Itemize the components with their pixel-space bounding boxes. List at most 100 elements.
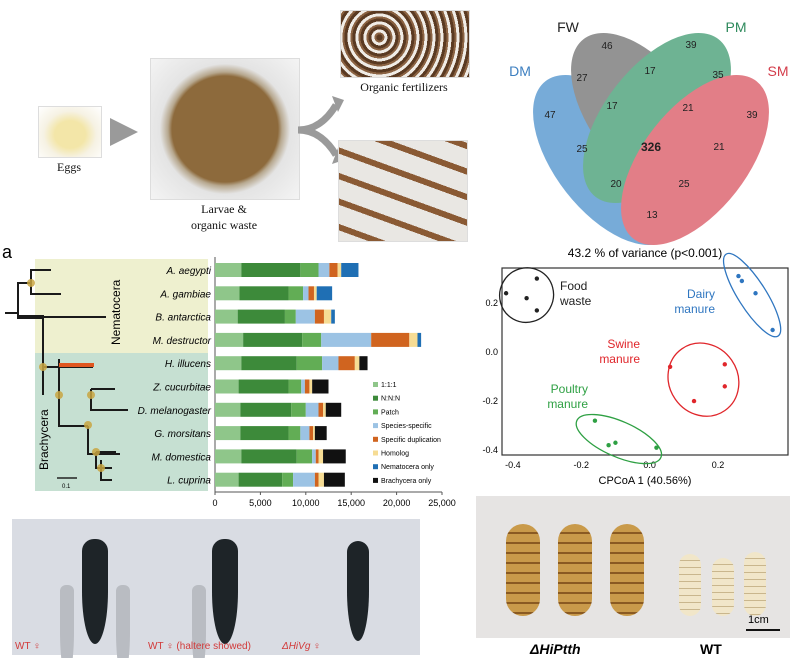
x-tick-label: 15,000 (337, 498, 365, 508)
bar-segment (300, 263, 319, 277)
data-point (770, 327, 775, 333)
group-label: manure (599, 352, 640, 366)
bar-segment (238, 472, 283, 487)
group-ellipse (667, 342, 740, 417)
venn-count: 326 (641, 140, 661, 154)
larvae-bowl-photo (150, 58, 300, 200)
bar-segment (240, 402, 292, 417)
bar-segment (215, 472, 239, 487)
bar-segment (371, 332, 410, 347)
bar-segment (309, 426, 314, 441)
data-point (592, 418, 598, 423)
bar-segment (215, 263, 242, 277)
bar-segment (315, 449, 319, 464)
larvae-photo: 1cm (476, 496, 790, 638)
bar-segment (288, 286, 304, 301)
panel-label: a (2, 242, 13, 262)
bar-segment (288, 426, 301, 441)
gene-family-chart: Nematocera Brachycera 0.1 0 5,000 10,000 15… (5, 257, 456, 508)
bar-segment (305, 402, 319, 417)
scale-bar (746, 629, 780, 631)
venn-count: 25 (576, 144, 588, 155)
bar-segment (243, 332, 303, 347)
bar-segment (215, 402, 241, 417)
y-tick-label: 0.2 (485, 298, 498, 308)
bar-segment (312, 379, 329, 394)
data-point (667, 364, 673, 369)
bar-segment (323, 449, 346, 464)
bar-segment (322, 356, 339, 371)
x-tick-label: -0.2 (574, 460, 590, 470)
bar-segment (282, 472, 294, 487)
bar-segment (316, 286, 333, 301)
bar-segment (318, 449, 324, 464)
bar-segment (314, 472, 319, 487)
group-label: Swine (607, 337, 640, 351)
venn-count: 21 (713, 142, 725, 153)
group-label: Food (560, 279, 587, 293)
nematocera-shade (35, 259, 208, 353)
bar-segment (313, 286, 317, 301)
legend-label: Brachycera only (381, 478, 432, 485)
bar-segment (304, 379, 310, 394)
bar-segment (314, 426, 327, 441)
legend-label: 1:1:1 (381, 382, 397, 389)
x-tick-label: 0.2 (712, 460, 725, 470)
legend-label: Nematocera only (381, 464, 434, 471)
bar-segment (237, 309, 285, 324)
venn-label-fw: FW (557, 19, 580, 35)
mutant-larvae-label: ΔHiPtth (530, 641, 581, 657)
venn-label-sm: SM (768, 63, 789, 79)
scale-bar-label: 0.1 (62, 484, 71, 490)
bar-segment (215, 309, 238, 324)
bar-segment (321, 332, 372, 347)
y-tick-label: 0.0 (485, 347, 498, 357)
data-point (534, 308, 540, 313)
legend-label: Patch (381, 409, 399, 416)
venn-count: 17 (644, 66, 656, 77)
y-tick-label: -0.2 (482, 396, 498, 406)
bar-segment (239, 286, 289, 301)
fly-wt-haltere (212, 539, 238, 644)
legend-swatch (373, 423, 378, 429)
bar-segment (417, 332, 422, 347)
bar-segment (296, 449, 313, 464)
venn-diagram: DM FW PM SM 46 39 27 17 35 47 17 21 39 2… (509, 19, 789, 246)
legend-swatch (373, 450, 378, 456)
fly-wt (82, 539, 108, 644)
fly-wt-label: WT ♀ (15, 641, 41, 652)
group-label: manure (547, 397, 588, 411)
group-label: waste (559, 294, 592, 308)
clade-brachycera-label: Brachycera (37, 409, 51, 470)
data-point (524, 295, 529, 301)
bar-segment (318, 472, 324, 487)
bar-segment (240, 426, 289, 441)
species-label: G. morsitans (154, 429, 211, 440)
brachycera-shade (35, 353, 208, 491)
species-label: H. illucens (165, 359, 211, 370)
legend-label: N:N:N (381, 396, 400, 403)
clade-nematocera-label: Nematocera (109, 279, 123, 345)
legend-swatch (373, 436, 378, 442)
bar-segment (215, 449, 242, 464)
bar-segment (331, 309, 335, 324)
bar-segment (302, 332, 322, 347)
species-label: D. melanogaster (138, 406, 212, 417)
bar-segment (215, 332, 244, 347)
larvae-caption-2: organic waste (190, 218, 258, 232)
data-point (654, 445, 659, 450)
y-tick-label: -0.4 (482, 445, 498, 455)
legend-swatch (373, 477, 378, 483)
venn-count: 27 (576, 73, 588, 84)
species-label: M. domestica (152, 452, 212, 463)
species-label: A. gambiae (159, 289, 211, 300)
group-label: Poultry (551, 382, 588, 396)
pcoa-chart: 43.2 % of variance (p<0.001) -0.4 -0.2 0.0 0… (482, 246, 789, 487)
data-point (736, 273, 741, 279)
bar-segment (318, 402, 324, 417)
bar-segment (215, 426, 241, 441)
mutant-larva (558, 524, 592, 616)
bar-segment (291, 402, 306, 417)
bar-segment (238, 379, 289, 394)
species-label: M. destructor (153, 336, 212, 347)
